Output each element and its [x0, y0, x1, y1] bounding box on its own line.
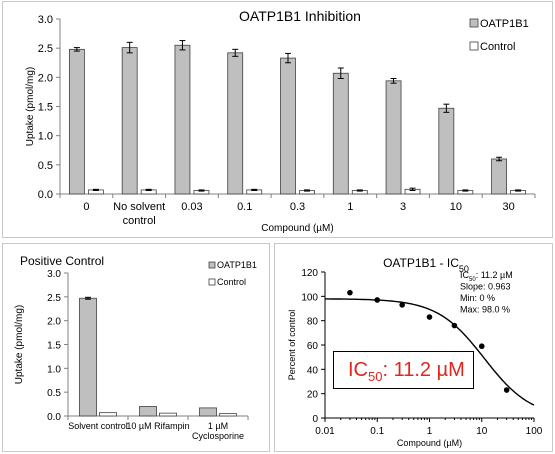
y-axis-label: Percent of control: [287, 310, 297, 381]
fit-annotation: IC50: 11.2 µM: [460, 270, 513, 283]
legend-label: Control: [480, 41, 515, 53]
x-tick-label: Cyclosporine: [192, 431, 244, 441]
y-tick-label: 0: [312, 414, 318, 425]
data-point: [347, 289, 353, 296]
x-tick-label: 0.1: [237, 201, 252, 213]
y-tick-label: 40: [307, 365, 319, 376]
y-tick-label: 0.0: [47, 412, 61, 423]
y-tick-label: 2.0: [38, 72, 53, 84]
ic50-chart-panel: [274, 243, 553, 452]
legend-label: Control: [217, 277, 246, 287]
legend-swatch: [469, 41, 479, 51]
x-tick-label: 10: [450, 201, 462, 213]
y-tick-label: 120: [301, 268, 318, 279]
bar-oatp1b1: [199, 407, 217, 417]
y-tick-label: 1.0: [47, 364, 61, 375]
positive-control-chart-panel: [2, 243, 270, 452]
legend-swatch: [208, 261, 216, 269]
fit-annotation: Min: 0 %: [460, 293, 495, 303]
legend-swatch: [208, 278, 216, 286]
fit-curve: [325, 298, 535, 406]
bar-oatp1b1: [139, 406, 157, 417]
x-tick-label: 30: [502, 201, 514, 213]
y-axis-label: Uptake (pmol/mg): [25, 67, 36, 146]
data-point: [478, 343, 485, 350]
x-tick-label: No solvent: [113, 201, 165, 213]
data-point: [451, 322, 458, 329]
inhibition-bar-chart: 0.0 0.5 1.0 1.5 2.0 2.5 3.0 0 No solvent control 0…: [25, 8, 536, 234]
x-axis-label: Compound (µM): [261, 223, 333, 234]
y-tick-label: 60: [307, 341, 319, 352]
y-tick-label: 3.0: [38, 14, 53, 26]
y-tick-label: 2.0: [47, 317, 61, 328]
y-axis-label: Uptake (pmol/mg): [14, 305, 25, 384]
y-tick-label: 1.5: [47, 341, 61, 352]
chart-title: Positive Control: [20, 254, 104, 268]
x-tick-label: 10 µM Rifampin: [126, 421, 189, 431]
y-tick-label: 0.5: [47, 388, 61, 399]
fit-annotation: Slope: 0.963: [460, 282, 511, 292]
bar-control: [219, 413, 237, 417]
data-point: [374, 297, 381, 303]
x-tick-label: 0: [83, 201, 89, 213]
y-tick-label: 100: [301, 292, 318, 303]
x-tick-label: 1 µM: [208, 421, 228, 431]
x-tick-label: 1: [347, 201, 353, 213]
x-tick-label: Solvent control: [68, 421, 128, 431]
data-point: [399, 302, 405, 308]
y-tick-label: 3.0: [47, 269, 61, 280]
x-tick-label: 1: [427, 426, 433, 437]
data-point: [426, 314, 433, 320]
y-tick-label: 1.0: [38, 131, 53, 143]
ic50-callout: IC50: 11.2 µM: [333, 351, 474, 389]
fit-annotation: Max: 98.0 %: [460, 305, 510, 315]
legend-label: OATP1B1: [217, 260, 257, 270]
y-tick-label: 0.0: [38, 189, 53, 201]
y-tick-label: 20: [307, 390, 319, 401]
legend-swatch: [469, 18, 479, 28]
inhibition-chart-panel: [2, 1, 553, 238]
x-tick-label: 0.3: [290, 201, 305, 213]
x-tick-label: control: [123, 215, 156, 227]
data-point: [503, 387, 510, 393]
y-tick-label: 0.5: [38, 160, 53, 172]
y-tick-label: 1.5: [38, 102, 53, 114]
bar-control: [159, 412, 177, 417]
chart-title: OATP1B1 - IC50: [383, 256, 469, 274]
x-tick-label: 3: [400, 201, 406, 213]
y-tick-label: 2.5: [38, 43, 53, 55]
bar-control: [99, 412, 117, 417]
x-tick-label: 100: [526, 426, 543, 437]
y-tick-label: 80: [307, 317, 319, 328]
x-axis-label: Compound (µM): [397, 438, 462, 448]
x-tick-label: 0.03: [181, 201, 202, 213]
legend-label: OATP1B1: [480, 18, 529, 30]
x-tick-label: 0.1: [370, 426, 384, 437]
x-tick-label: 10: [476, 426, 488, 437]
y-tick-label: 2.5: [47, 293, 61, 304]
chart-title: OATP1B1 Inhibition: [239, 8, 361, 24]
x-tick-label: 0.01: [315, 426, 335, 437]
